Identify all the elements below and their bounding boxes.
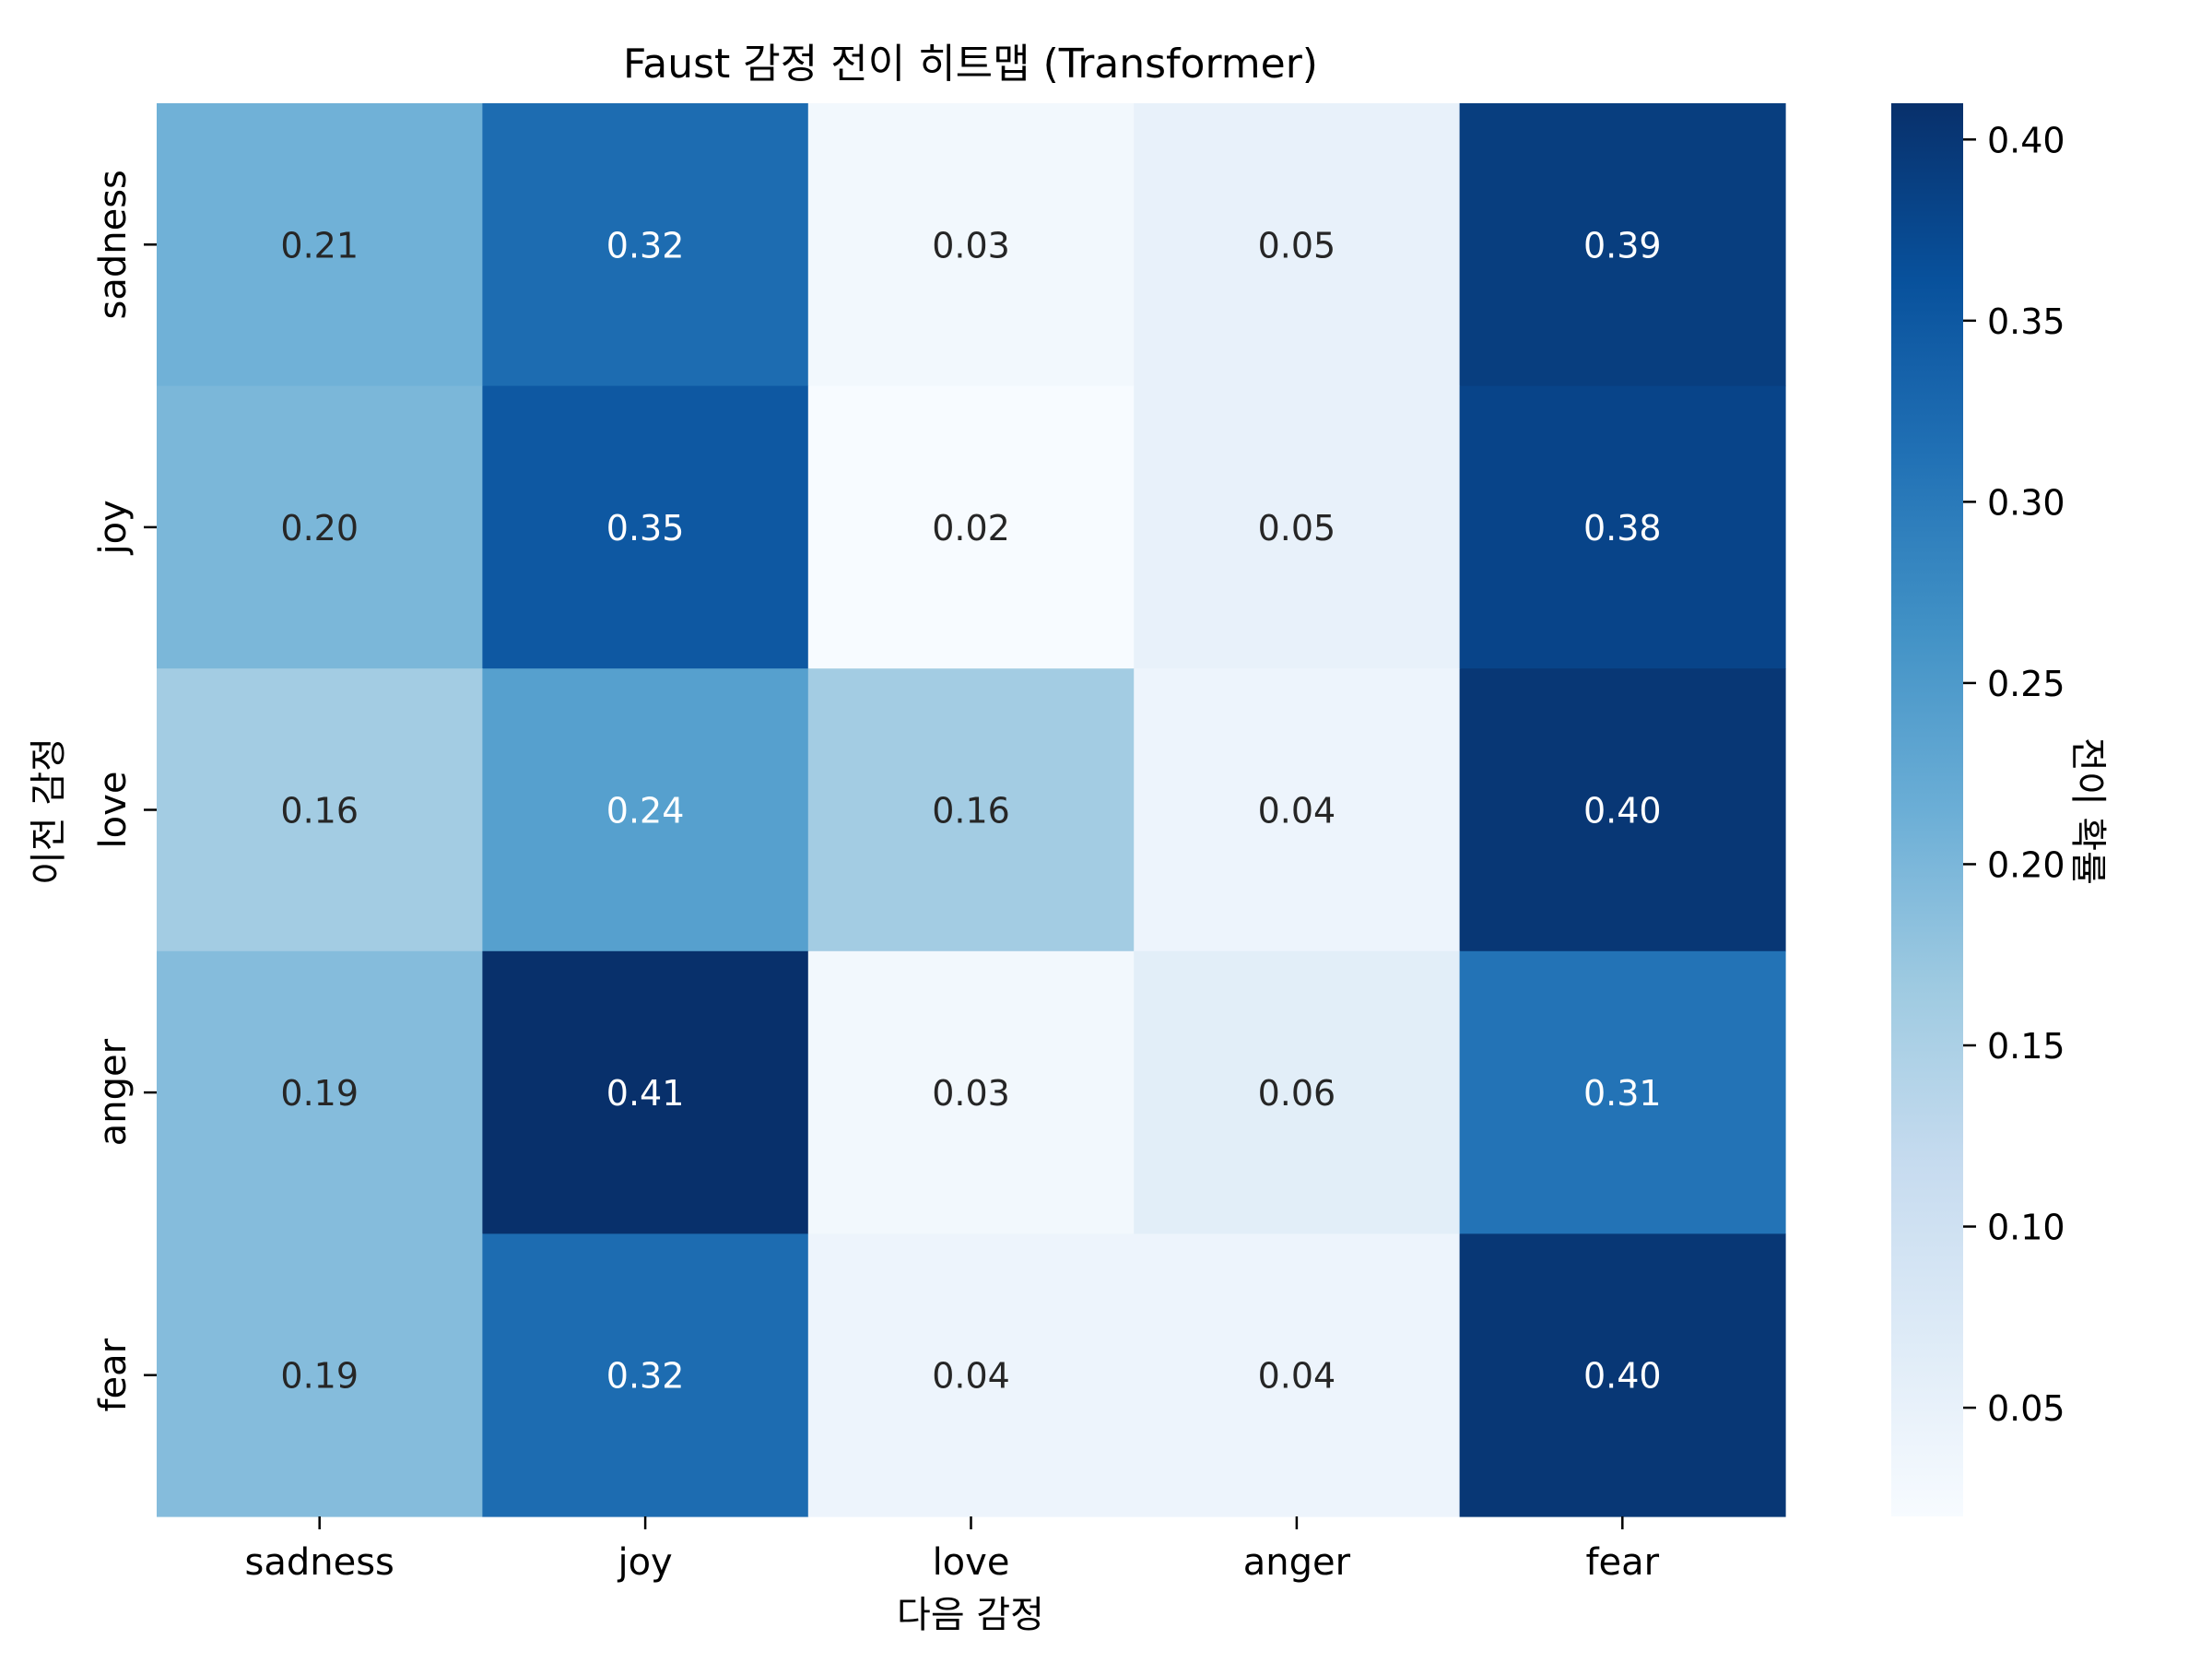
x-tick-label-fear: fear <box>1585 1541 1659 1584</box>
heatmap-cell-anger-love <box>807 950 1135 1234</box>
y-tick-label-joy: joy <box>92 500 135 555</box>
heatmap-cell-sadness-sadness <box>157 103 483 387</box>
heatmap-cell-sadness-love <box>807 103 1135 387</box>
heatmap-cell-sadness-fear <box>1459 103 1786 387</box>
cell-value-label: 0.35 <box>606 508 685 548</box>
colorbar-tick-label: 0.30 <box>1987 482 2065 523</box>
cell-value-label: 0.03 <box>932 225 1010 265</box>
heatmap-cell-anger-joy <box>482 950 809 1234</box>
heatmap-cell-love-sadness <box>157 668 483 952</box>
heatmap-cell-love-fear <box>1459 668 1786 952</box>
cell-value-label: 0.19 <box>280 1356 359 1397</box>
y-tick-label-anger: anger <box>92 1038 135 1146</box>
cell-value-label: 0.38 <box>1583 508 1662 548</box>
colorbar: 0.05 0.10 0.15 0.20 0.25 0.30 0.35 0.40 <box>1891 103 2065 1516</box>
heatmap-cell-love-joy <box>482 668 809 952</box>
colorbar-label: 전이 확률 <box>2066 737 2109 885</box>
heatmap-cell-joy-sadness <box>157 385 483 669</box>
cell-value-label: 0.06 <box>1258 1073 1336 1114</box>
cell-value-label: 0.20 <box>280 508 359 548</box>
cell-value-label: 0.05 <box>1258 508 1336 548</box>
cell-value-label: 0.41 <box>606 1073 685 1114</box>
cell-value-label: 0.04 <box>932 1356 1010 1397</box>
heatmap-cell-anger-sadness <box>157 950 483 1234</box>
x-axis-label: 다음 감정 <box>897 1594 1044 1636</box>
x-tick-label-sadness: sadness <box>245 1541 394 1584</box>
cell-value-label: 0.32 <box>606 1356 685 1397</box>
y-tick-label-sadness: sadness <box>92 170 135 319</box>
cell-value-label: 0.03 <box>932 1073 1010 1114</box>
cell-value-label: 0.04 <box>1258 1356 1336 1397</box>
cell-value-label: 0.40 <box>1583 791 1662 832</box>
cell-value-label: 0.02 <box>932 508 1010 548</box>
x-tick-label-joy: joy <box>617 1541 672 1584</box>
y-axis-label: 이전 감정 <box>28 737 70 885</box>
x-axis: sadness joy love anger fear <box>245 1516 1660 1584</box>
heatmap-cell-sadness-joy <box>482 103 809 387</box>
heatmap-cell-joy-joy <box>482 385 809 669</box>
colorbar-tick-label: 0.25 <box>1987 664 2065 704</box>
cell-value-label: 0.40 <box>1583 1356 1662 1397</box>
x-tick-label-love: love <box>933 1541 1010 1584</box>
cell-value-label: 0.24 <box>606 791 685 832</box>
colorbar-tick-label: 0.15 <box>1987 1026 2065 1067</box>
colorbar-gradient <box>1891 103 1963 1516</box>
heatmap-cell-anger-anger <box>1134 950 1461 1234</box>
heatmap-cell-fear-anger <box>1134 1233 1461 1517</box>
heatmap-cell-fear-sadness <box>157 1233 483 1517</box>
cell-value-label: 0.05 <box>1258 225 1336 265</box>
heatmap-cell-joy-love <box>807 385 1135 669</box>
colorbar-tick-label: 0.35 <box>1987 301 2065 342</box>
colorbar-tick-label: 0.40 <box>1987 120 2065 160</box>
cell-value-label: 0.16 <box>280 791 359 832</box>
cell-value-label: 0.32 <box>606 225 685 265</box>
heatmap-cells: 0.21 0.32 0.03 0.05 0.39 0.20 0.35 0.02 0.05 0.38… <box>157 103 1786 1517</box>
cell-value-label: 0.39 <box>1583 225 1662 265</box>
heatmap-cell-anger-fear <box>1459 950 1786 1234</box>
y-tick-label-love: love <box>92 772 135 849</box>
cell-value-label: 0.21 <box>280 225 359 265</box>
heatmap-cell-fear-joy <box>482 1233 809 1517</box>
heatmap-cell-joy-anger <box>1134 385 1461 669</box>
heatmap-cell-fear-love <box>807 1233 1135 1517</box>
heatmap-cell-love-anger <box>1134 668 1461 952</box>
heatmap-cell-joy-fear <box>1459 385 1786 669</box>
colorbar-tick-label: 0.10 <box>1987 1208 2065 1248</box>
heatmap-cell-love-love <box>807 668 1135 952</box>
cell-value-label: 0.19 <box>280 1073 359 1114</box>
y-tick-label-fear: fear <box>92 1338 135 1411</box>
heatmap-cell-fear-fear <box>1459 1233 1786 1517</box>
heatmap-cell-sadness-anger <box>1134 103 1461 387</box>
y-axis: sadness joy love anger fear <box>92 170 157 1412</box>
chart-title: Faust 감정 전이 히트맵 (Transformer) <box>623 41 1318 88</box>
colorbar-tick-label: 0.20 <box>1987 844 2065 885</box>
cell-value-label: 0.31 <box>1583 1073 1662 1114</box>
cell-value-label: 0.04 <box>1258 791 1336 832</box>
colorbar-tick-label: 0.05 <box>1987 1388 2065 1429</box>
x-tick-label-anger: anger <box>1243 1541 1351 1584</box>
cell-value-label: 0.16 <box>932 791 1010 832</box>
